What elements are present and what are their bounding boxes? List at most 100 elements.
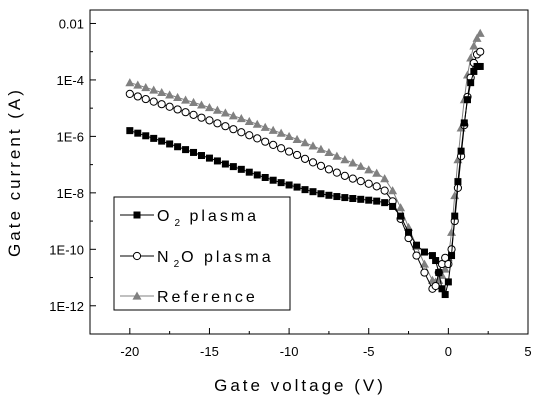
- data-point: [300, 154, 310, 163]
- data-point: [324, 147, 334, 157]
- data-point: [340, 155, 350, 164]
- y-tick-label: 1E-12: [49, 299, 84, 314]
- x-tick-label: 5: [524, 344, 531, 359]
- data-point: [420, 248, 428, 256]
- data-point: [380, 174, 390, 183]
- data-point: [220, 108, 230, 117]
- legend-label: Reference: [157, 289, 258, 306]
- data-point: [142, 132, 150, 140]
- data-point: [389, 202, 397, 210]
- data-point: [441, 291, 449, 299]
- data-point: [284, 131, 294, 140]
- y-tick-label: 1E-10: [49, 242, 84, 257]
- data-point: [284, 147, 294, 156]
- data-point: [475, 28, 485, 37]
- data-point: [229, 125, 238, 134]
- data-point: [237, 165, 245, 173]
- data-point: [229, 163, 237, 171]
- data-point: [300, 138, 310, 147]
- data-point: [405, 228, 413, 236]
- data-point: [166, 140, 174, 148]
- data-point: [165, 102, 174, 111]
- data-point: [205, 116, 214, 125]
- data-point: [245, 131, 254, 140]
- data-point: [316, 161, 326, 171]
- series-0: [126, 62, 484, 299]
- legend-marker: [133, 211, 141, 219]
- data-point: [476, 47, 485, 56]
- y-tick-label: 1E-6: [57, 129, 84, 144]
- data-point: [435, 269, 443, 277]
- data-point: [341, 194, 349, 202]
- data-point: [213, 157, 221, 165]
- data-point: [277, 179, 285, 187]
- y-tick-label: 1E-4: [57, 73, 84, 88]
- data-point: [397, 212, 405, 220]
- data-point: [260, 122, 270, 131]
- y-tick-label: 0.01: [59, 16, 84, 31]
- data-point: [158, 137, 166, 145]
- data-point: [457, 147, 465, 155]
- data-point: [212, 105, 222, 114]
- x-axis-ticks: -20 -15 -10 -5 0 5: [89, 328, 532, 359]
- data-point: [157, 100, 166, 109]
- data-point: [228, 111, 238, 120]
- x-tick-label: 0: [445, 344, 452, 359]
- data-point: [269, 176, 277, 184]
- data-point: [157, 87, 167, 97]
- data-point: [451, 212, 459, 220]
- x-tick-label: -20: [120, 344, 139, 359]
- y-axis-title: Gate current (A): [5, 87, 24, 257]
- data-point: [472, 33, 482, 42]
- data-point: [332, 168, 341, 177]
- series-layer: [125, 28, 485, 299]
- data-point: [133, 80, 143, 89]
- data-point: [381, 199, 389, 207]
- data-point: [174, 143, 182, 151]
- data-point: [190, 148, 198, 156]
- data-point: [372, 168, 382, 177]
- data-point: [340, 171, 349, 180]
- legend-box: [113, 196, 291, 311]
- data-point: [348, 174, 357, 183]
- data-point: [316, 144, 326, 153]
- data-point: [413, 241, 421, 249]
- data-point: [125, 78, 135, 87]
- x-axis-title: Gate voltage (V): [214, 376, 386, 395]
- data-point: [261, 173, 269, 181]
- data-point: [460, 119, 468, 127]
- data-point: [356, 177, 365, 186]
- data-point: [309, 188, 317, 196]
- x-tick-label: -5: [363, 344, 375, 359]
- data-point: [285, 181, 293, 189]
- data-point: [149, 85, 159, 94]
- data-point: [269, 140, 278, 149]
- data-point: [372, 182, 381, 191]
- data-point: [253, 134, 262, 143]
- data-point: [317, 190, 325, 198]
- data-point: [133, 92, 142, 101]
- data-point: [292, 150, 302, 160]
- data-point: [205, 154, 213, 162]
- data-point: [463, 96, 471, 104]
- data-point: [476, 62, 484, 70]
- data-point: [467, 79, 475, 87]
- data-point: [253, 171, 261, 179]
- data-point: [440, 264, 450, 273]
- data-point: [221, 160, 229, 168]
- data-point: [126, 127, 134, 135]
- y-axis-ticks: 1E-12 1E-10 1E-8 1E-6 1E-4 0.01: [49, 16, 96, 335]
- data-point: [197, 152, 205, 160]
- data-point: [438, 285, 446, 293]
- data-point: [308, 141, 318, 150]
- data-point: [221, 122, 230, 131]
- data-point: [373, 197, 381, 205]
- data-point: [419, 259, 429, 268]
- data-point: [470, 67, 478, 75]
- data-point: [292, 134, 302, 144]
- data-point: [469, 41, 479, 50]
- data-point: [189, 97, 199, 106]
